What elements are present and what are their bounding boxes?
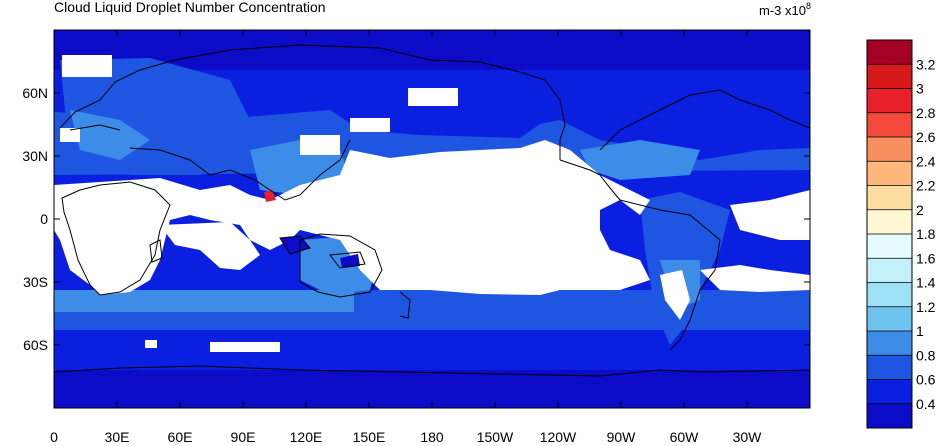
colorbar-label: 3: [916, 81, 924, 97]
lon-label: 120W: [540, 429, 577, 445]
field-arctic: [54, 30, 810, 70]
missing-data: [54, 55, 810, 352]
colorbar-swatch: [867, 64, 912, 89]
units-base: m-3 x10: [759, 3, 806, 18]
colorbar-swatch: [867, 379, 912, 404]
colorbar-label: 1: [916, 323, 924, 339]
colorbar-swatch: [867, 234, 912, 259]
units-exponent: 8: [805, 1, 811, 11]
field-antarctic: [54, 370, 810, 408]
lon-label: 180: [420, 429, 444, 445]
lon-label: 150W: [477, 429, 514, 445]
colorbar-swatch: [867, 137, 912, 162]
colorbar-label: 1.6: [916, 250, 936, 266]
lon-label: 90W: [607, 429, 637, 445]
colorbar-label: 0.6: [916, 372, 936, 388]
field-south-band-3: [54, 330, 810, 370]
colorbar-swatch: [867, 403, 912, 428]
units-label: m-3 x108: [759, 1, 811, 18]
colorbar-label: 1.8: [916, 226, 936, 242]
lon-label: 30E: [105, 429, 130, 445]
colorbar-swatch: [867, 88, 912, 113]
colorbar-swatch: [867, 282, 912, 307]
field-hotspot: [264, 190, 276, 202]
field-new-guinea: [340, 254, 360, 268]
axis-ticks: [53, 30, 810, 408]
lon-label: 0: [50, 429, 58, 445]
lon-label: 60E: [168, 429, 193, 445]
colorbar-label: 3.2: [916, 56, 936, 72]
field-n-america: [580, 140, 700, 180]
colorbar-swatch: [867, 258, 912, 283]
data-field: [54, 30, 810, 408]
latitude-labels: 60N 30N 0 30S 60S: [22, 85, 48, 353]
colorbar-swatch: [867, 355, 912, 380]
colorbar-swatch: [867, 306, 912, 331]
longitude-labels: 0 30E 60E 90E 120E 150E 180 150W 120W 90W 60W 30W: [50, 429, 762, 445]
map-title: Cloud Liquid Droplet Number Concentratio…: [54, 0, 326, 15]
colorbar-swatch: [867, 331, 912, 356]
field-south-band-2: [54, 290, 354, 312]
lat-label: 60S: [23, 337, 48, 353]
field-med: [70, 110, 150, 160]
coastlines: [54, 44, 810, 377]
colorbar-label: 0.8: [916, 347, 936, 363]
lon-label: 150E: [353, 429, 386, 445]
colorbar: 3.2 3 2.8 2.6 2.4 2.2 2 1.8 1.6 1.4 1.2 1 0.8 0.6 0.4: [866, 39, 936, 429]
colorbar-label: 2.8: [916, 105, 936, 121]
colorbar-label: 1.2: [916, 299, 936, 315]
colorbar-swatch: [867, 40, 912, 65]
lat-label: 0: [40, 211, 48, 227]
lon-label: 90E: [231, 429, 256, 445]
lon-label: 120E: [290, 429, 323, 445]
colorbar-label: 1.4: [916, 275, 936, 291]
colorbar-swatch: [867, 185, 912, 210]
colorbar-label: 2: [916, 202, 924, 218]
colorbar-label: 0.4: [916, 396, 936, 412]
colorbar-swatch: [867, 161, 912, 186]
colorbar-label: 2.4: [916, 153, 936, 169]
colorbar-swatch: [867, 209, 912, 234]
colorbar-swatch: [867, 112, 912, 137]
lon-label: 30W: [733, 429, 763, 445]
lat-label: 30N: [22, 148, 48, 164]
lat-label: 30S: [23, 274, 48, 290]
colorbar-label: 2.2: [916, 178, 936, 194]
lat-label: 60N: [22, 85, 48, 101]
lon-label: 60W: [670, 429, 700, 445]
colorbar-label: 2.6: [916, 129, 936, 145]
